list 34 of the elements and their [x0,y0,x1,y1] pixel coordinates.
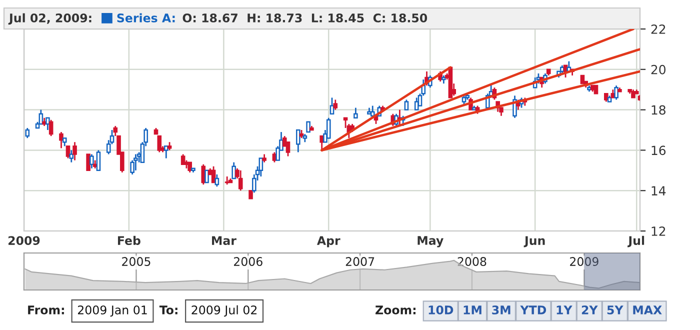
x-tick-label: 2009 [8,236,40,245]
text: O: 18.67 H: 18.73 L: 18.45 C: 18.50 [182,13,428,22]
y-tick-label: 20 [651,64,666,74]
text: MAX [633,306,662,314]
legend-label: Series A: [117,13,175,22]
x-tick-label: 2007 [346,257,374,266]
y-tick-label: 16 [652,146,666,156]
x-tick-label: 2009 [570,257,598,266]
text: To: [159,306,178,314]
x-tick-label: Apr [316,236,340,248]
text: YTD [520,306,546,314]
x-tick-label: 2008 [458,257,486,266]
x-tick-label: Jun [524,236,545,248]
text: 5Y [607,306,624,314]
text: 3M [492,305,510,314]
text: Zoom: [376,306,416,314]
x-tick-label: Jul [628,236,644,248]
text: From: [28,306,64,314]
text: 2009 Jan 01 [78,305,147,317]
text: 1M [464,306,482,314]
text: 1Y [556,306,572,314]
y-tick-label: 14 [652,186,666,196]
y-tick-label: 18 [652,105,666,115]
chart-title: Jul 02, 2009: [8,13,92,25]
x-tick-label: 2006 [234,257,262,266]
x-tick-label: Feb [118,236,140,245]
x-tick-label: Mar [212,236,236,245]
x-tick-label: May [418,236,444,248]
y-tick-label: 22 [651,24,666,34]
x-tick-label: 2005 [122,257,150,266]
text: 2009 Jul 02 [192,305,257,317]
text: 2Y [582,305,598,314]
y-tick-label: 12 [652,226,666,236]
text: 10D [428,305,454,314]
